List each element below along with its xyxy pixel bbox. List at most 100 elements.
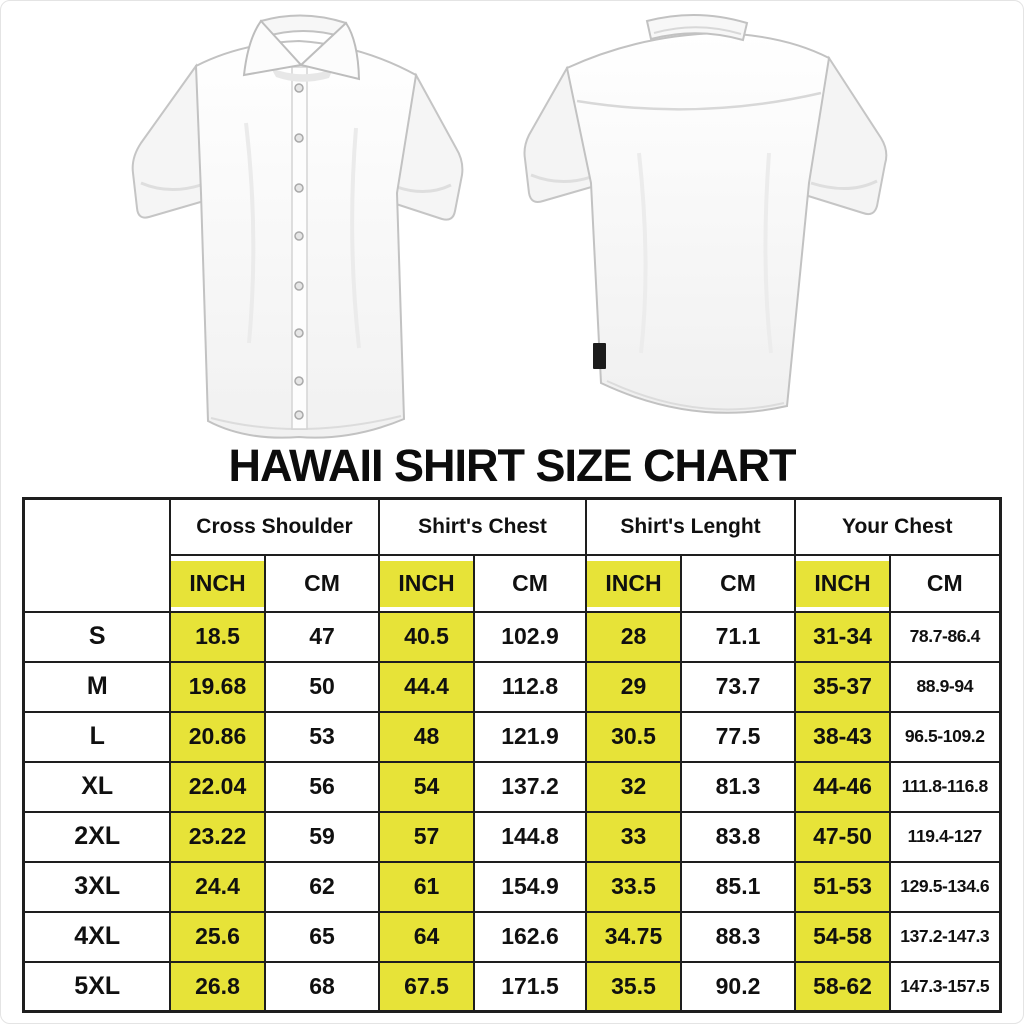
cm-value-cell: 129.5-134.6 xyxy=(889,860,1001,913)
size-table-row: M 19.68 50 44.4 112.8 29 73.7 35-37 88.9-94 xyxy=(22,660,1001,713)
inch-value-cell: 51-53 xyxy=(794,860,891,913)
inch-value-cell: 47-50 xyxy=(794,810,891,863)
shirt-images-section xyxy=(1,1,1023,443)
inch-value-cell: 48 xyxy=(377,710,475,763)
cm-value-cell: 154.9 xyxy=(472,860,587,913)
inch-value-cell: 33 xyxy=(584,810,682,863)
cm-value-cell: 50 xyxy=(263,660,380,713)
inch-value-cell: 32 xyxy=(584,760,682,813)
inch-value-cell: 31-34 xyxy=(794,610,891,663)
inch-value-cell: 35-37 xyxy=(794,660,891,713)
unit-header-inch: INCH xyxy=(168,553,266,613)
unit-header-cm: CM xyxy=(472,553,587,613)
cm-value-cell: 71.1 xyxy=(679,610,797,663)
size-table-row: 2XL 23.22 59 57 144.8 33 83.8 47-50 119.4-127 xyxy=(22,810,1001,863)
inch-value-cell: 26.8 xyxy=(168,960,266,1013)
size-label: 5XL xyxy=(22,960,171,1013)
inch-value-cell: 54 xyxy=(377,760,475,813)
inch-value-cell: 44.4 xyxy=(377,660,475,713)
unit-header-cm: CM xyxy=(263,553,380,613)
cm-value-cell: 85.1 xyxy=(679,860,797,913)
group-header-your-chest: Your Chest xyxy=(794,497,1001,556)
cm-value-cell: 121.9 xyxy=(472,710,587,763)
unit-header-inch: INCH xyxy=(377,553,475,613)
inch-value-cell: 58-62 xyxy=(794,960,891,1013)
cm-value-cell: 53 xyxy=(263,710,380,763)
inch-value-cell: 35.5 xyxy=(584,960,682,1013)
cm-value-cell: 78.7-86.4 xyxy=(889,610,1001,663)
inch-value-cell: 19.68 xyxy=(168,660,266,713)
inch-value-cell: 18.5 xyxy=(168,610,266,663)
cm-value-cell: 96.5-109.2 xyxy=(889,710,1001,763)
group-header-row: Cross Shoulder Shirt's Chest Shirt's Len… xyxy=(22,497,1001,613)
unit-header-row: INCH CM INCH CM INCH CM INCH CM xyxy=(24,553,1001,613)
hem-tag xyxy=(592,343,606,369)
cm-value-cell: 162.6 xyxy=(472,910,587,963)
size-table-row: 3XL 24.4 62 61 154.9 33.5 85.1 51-53 129.5-134.… xyxy=(22,860,1001,913)
cm-value-cell: 56 xyxy=(263,760,380,813)
page-title: HAWAII SHIRT SIZE CHART xyxy=(228,440,796,491)
cm-value-cell: 83.8 xyxy=(679,810,797,863)
cm-value-cell: 144.8 xyxy=(472,810,587,863)
unit-header-cm: CM xyxy=(679,553,797,613)
inch-value-cell: 38-43 xyxy=(794,710,891,763)
cm-value-cell: 62 xyxy=(263,860,380,913)
group-header-cross-shoulder: Cross Shoulder xyxy=(168,497,380,556)
size-label: 2XL xyxy=(22,810,171,863)
inch-value-cell: 64 xyxy=(377,910,475,963)
shirt-front-image xyxy=(131,14,463,439)
inch-value-cell: 24.4 xyxy=(168,860,266,913)
group-header-shirts-length: Shirt's Lenght xyxy=(584,497,797,556)
cm-value-cell: 81.3 xyxy=(679,760,797,813)
cm-value-cell: 147.3-157.5 xyxy=(889,960,1001,1013)
inch-value-cell: 54-58 xyxy=(794,910,891,963)
size-table-row: L 20.86 53 48 121.9 30.5 77.5 38-43 96.5-109.2 xyxy=(22,710,1001,763)
size-table-row: 5XL 26.8 68 67.5 171.5 35.5 90.2 58-62 147.3-15… xyxy=(22,960,1001,1013)
inch-value-cell: 40.5 xyxy=(377,610,475,663)
inch-value-cell: 23.22 xyxy=(168,810,266,863)
cm-value-cell: 88.9-94 xyxy=(889,660,1001,713)
inch-value-cell: 30.5 xyxy=(584,710,682,763)
inch-value-cell: 28 xyxy=(584,610,682,663)
size-label: M xyxy=(22,660,171,713)
cm-value-cell: 88.3 xyxy=(679,910,797,963)
cm-value-cell: 137.2 xyxy=(472,760,587,813)
size-label: 3XL xyxy=(22,860,171,913)
inch-value-cell: 29 xyxy=(584,660,682,713)
size-table-row: XL 22.04 56 54 137.2 32 81.3 44-46 111.8-116.8 xyxy=(22,760,1001,813)
unit-header-cm: CM xyxy=(889,553,1001,613)
shirt-back-image xyxy=(523,13,887,414)
cm-value-cell: 111.8-116.8 xyxy=(889,760,1001,813)
inch-value-cell: 67.5 xyxy=(377,960,475,1013)
size-table-row: S 18.5 47 40.5 102.9 28 71.1 31-34 78.7-86.4 xyxy=(22,610,1001,663)
group-header-shirts-chest: Shirt's Chest xyxy=(377,497,587,556)
inch-value-cell: 33.5 xyxy=(584,860,682,913)
size-label: 4XL xyxy=(22,910,171,963)
inch-value-cell: 57 xyxy=(377,810,475,863)
inch-value-cell: 34.75 xyxy=(584,910,682,963)
cm-value-cell: 112.8 xyxy=(472,660,587,713)
cm-value-cell: 65 xyxy=(263,910,380,963)
cm-value-cell: 119.4-127 xyxy=(889,810,1001,863)
unit-header-inch: INCH xyxy=(584,553,682,613)
cm-value-cell: 102.9 xyxy=(472,610,587,663)
size-label: L xyxy=(22,710,171,763)
cm-value-cell: 90.2 xyxy=(679,960,797,1013)
cm-value-cell: 171.5 xyxy=(472,960,587,1013)
cm-value-cell: 137.2-147.3 xyxy=(889,910,1001,963)
inch-value-cell: 20.86 xyxy=(168,710,266,763)
size-chart-table: Cross Shoulder Shirt's Chest Shirt's Len… xyxy=(22,497,1002,1013)
corner-cell xyxy=(22,497,171,613)
inch-value-cell: 44-46 xyxy=(794,760,891,813)
size-label: S xyxy=(22,610,171,663)
cm-value-cell: 73.7 xyxy=(679,660,797,713)
cm-value-cell: 59 xyxy=(263,810,380,863)
cm-value-cell: 77.5 xyxy=(679,710,797,763)
inch-value-cell: 25.6 xyxy=(168,910,266,963)
size-table-row: 4XL 25.6 65 64 162.6 34.75 88.3 54-58 137.2-147… xyxy=(22,910,1001,963)
inch-value-cell: 61 xyxy=(377,860,475,913)
cm-value-cell: 68 xyxy=(263,960,380,1013)
cm-value-cell: 47 xyxy=(263,610,380,663)
unit-header-inch: INCH xyxy=(794,553,891,613)
